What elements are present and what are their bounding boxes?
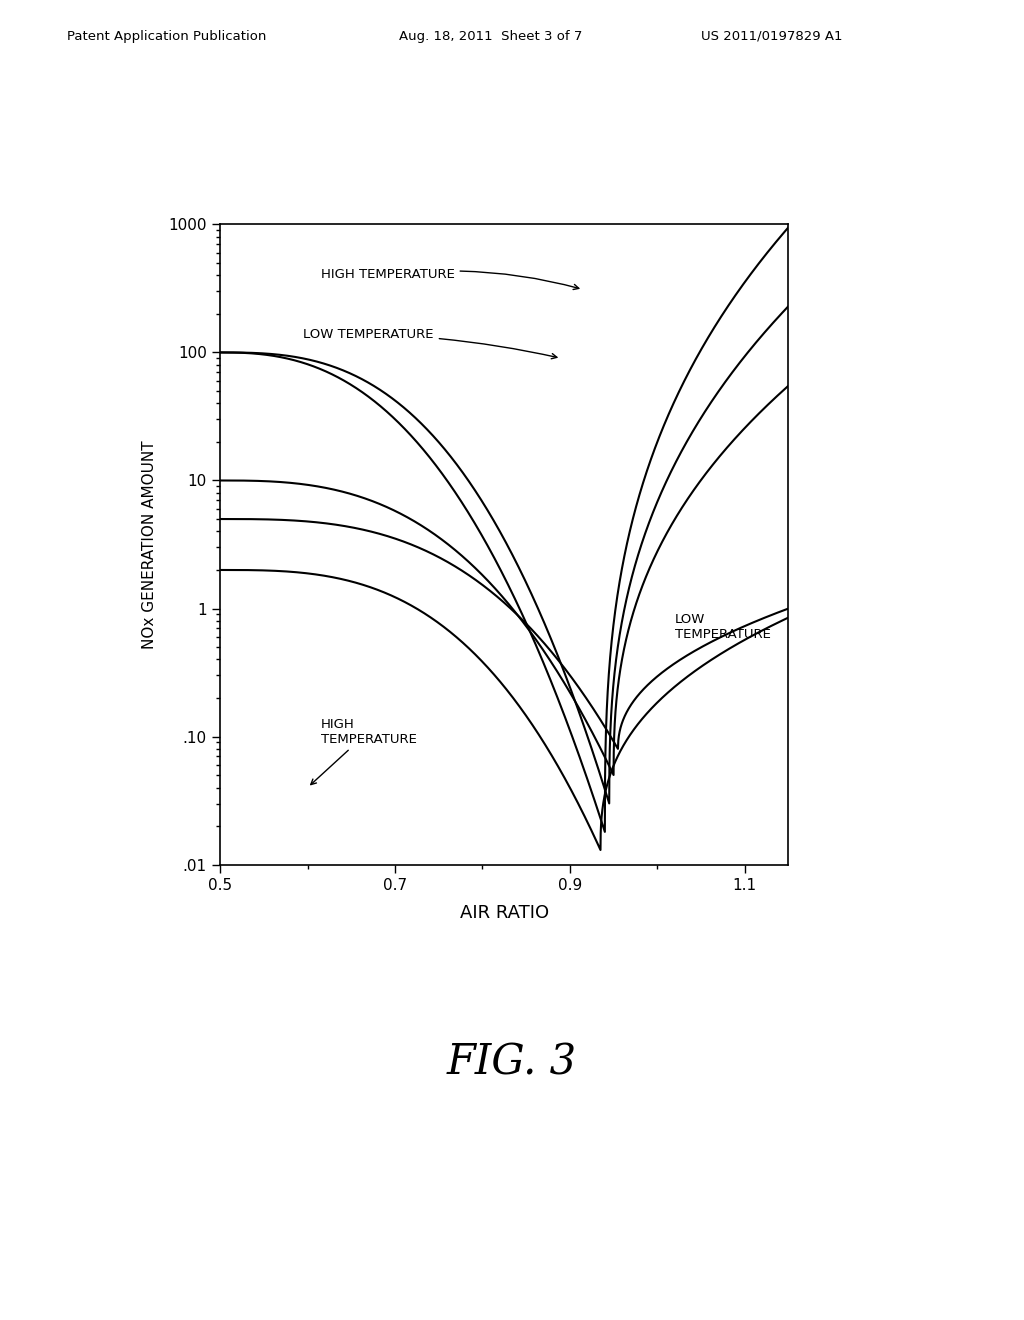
Y-axis label: NOx GENERATION AMOUNT: NOx GENERATION AMOUNT [142,440,158,649]
Text: FIG. 3: FIG. 3 [446,1041,578,1084]
Text: HIGH
TEMPERATURE: HIGH TEMPERATURE [311,718,417,784]
Text: HIGH TEMPERATURE: HIGH TEMPERATURE [321,268,579,289]
Text: Aug. 18, 2011  Sheet 3 of 7: Aug. 18, 2011 Sheet 3 of 7 [399,29,583,42]
Text: LOW
TEMPERATURE: LOW TEMPERATURE [675,612,771,640]
X-axis label: AIR RATIO: AIR RATIO [460,904,549,921]
Text: US 2011/0197829 A1: US 2011/0197829 A1 [701,29,843,42]
Text: Patent Application Publication: Patent Application Publication [67,29,266,42]
Text: LOW TEMPERATURE: LOW TEMPERATURE [303,327,557,359]
